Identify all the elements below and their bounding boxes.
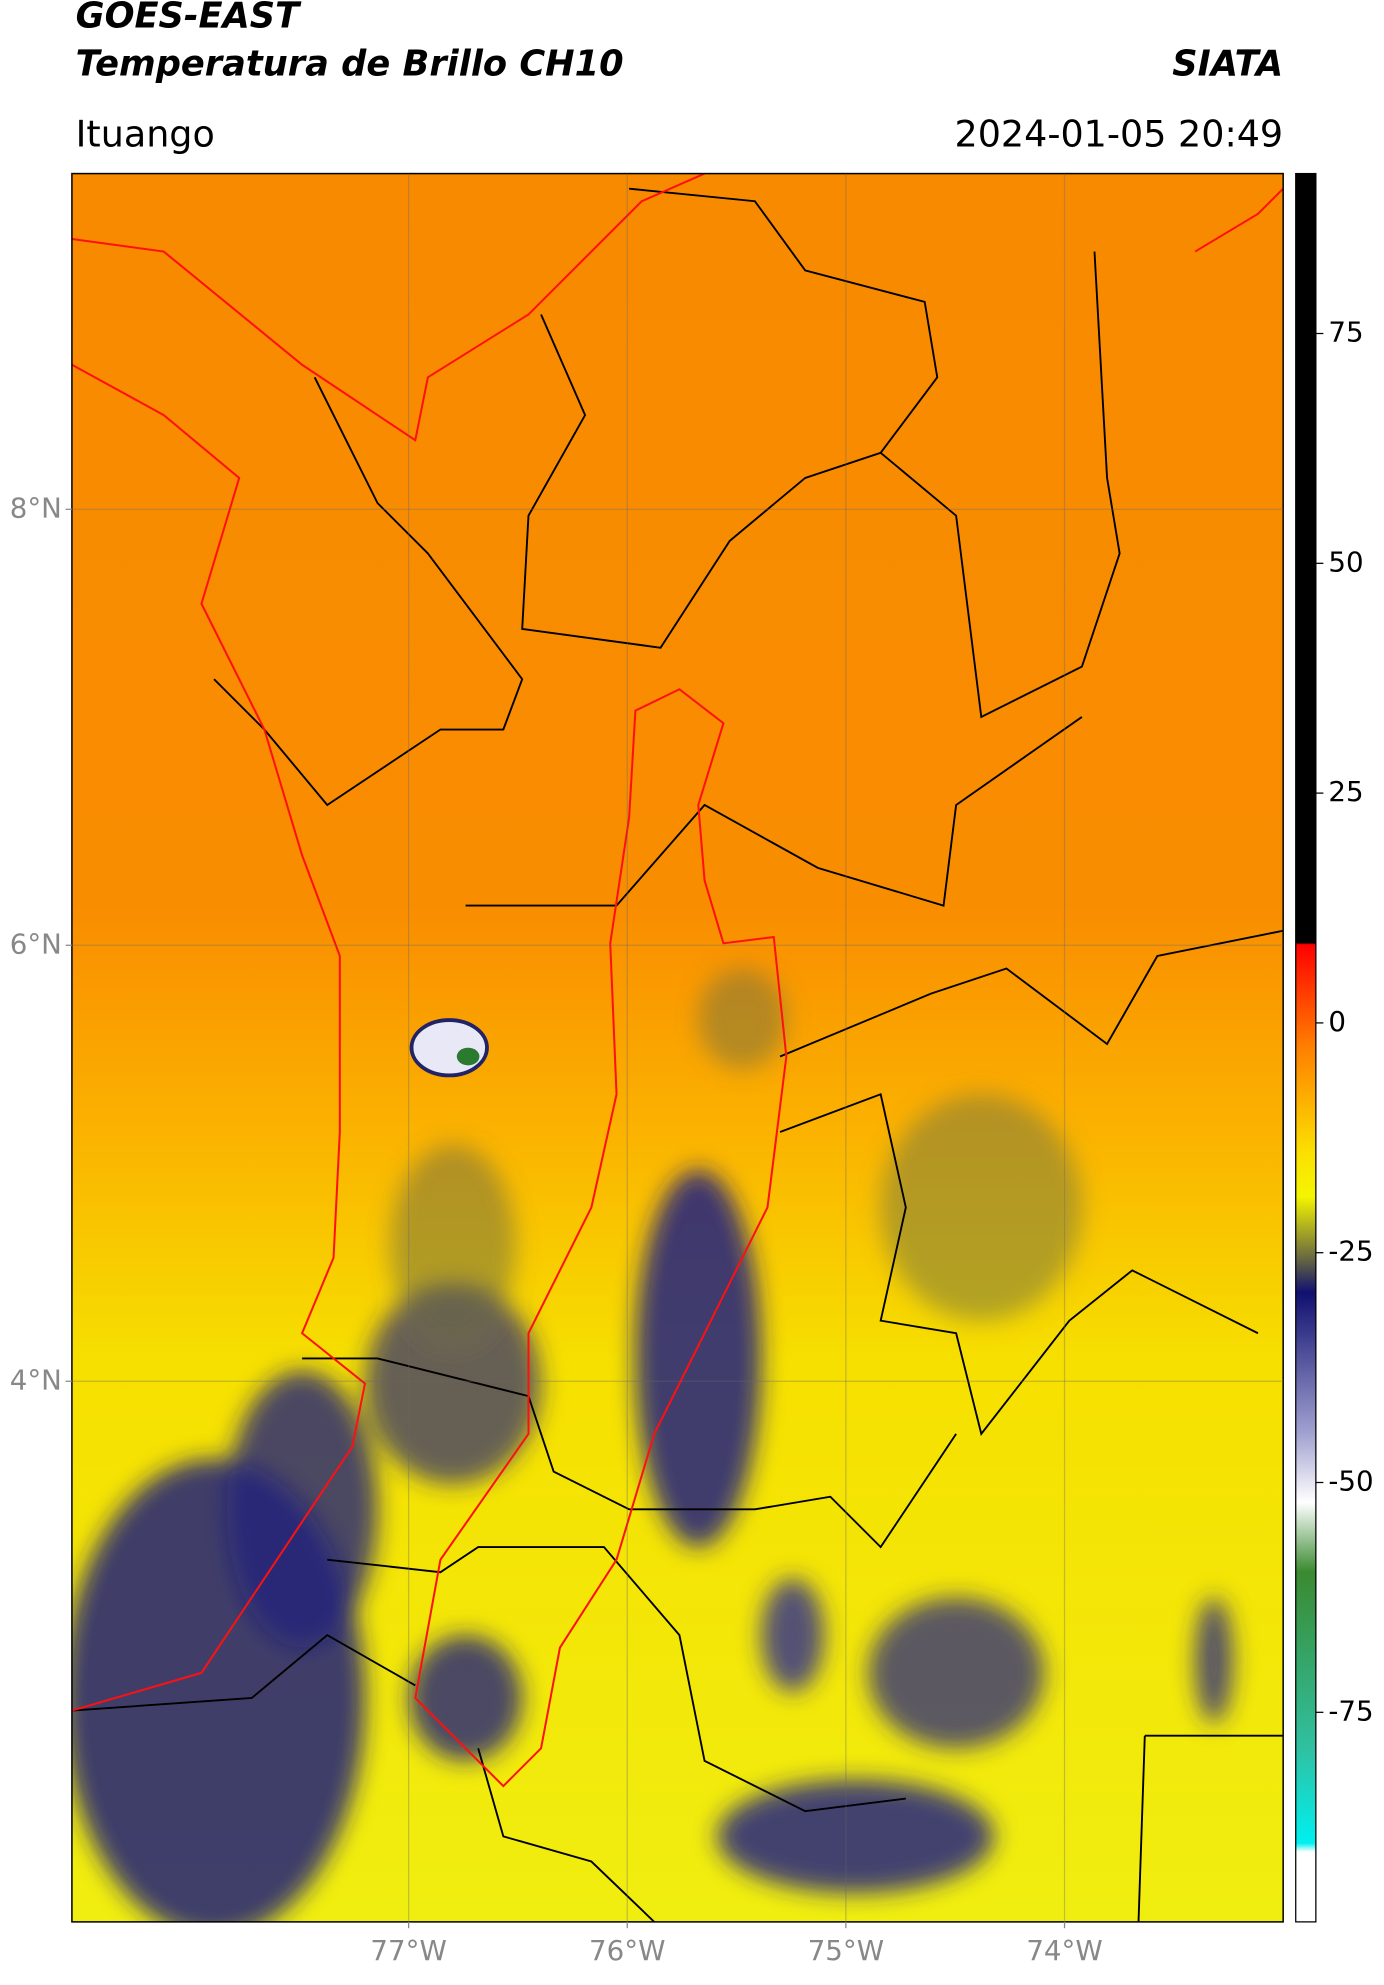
colorbar-tick-label: -75 (1328, 1694, 1373, 1727)
colorbar-tick-label: -25 (1328, 1235, 1373, 1268)
x-tick-label: 77°W (370, 1934, 446, 1967)
region-borders (71, 173, 1284, 1788)
source: SIATA (1172, 43, 1283, 84)
map-frame (71, 172, 1284, 1923)
datetime: 2024-01-05 20:49 (955, 112, 1284, 155)
cloud-field (71, 968, 1233, 1922)
colorbar-tick-label: 0 (1328, 1005, 1346, 1038)
colorbar-tick-label: 50 (1328, 545, 1363, 578)
y-tick-label: 6°N (10, 927, 62, 960)
x-tick-label: 76°W (589, 1934, 665, 1967)
x-tick-label: 75°W (808, 1934, 884, 1967)
y-tick-label: 4°N (10, 1363, 62, 1396)
location: Ituango (76, 112, 215, 155)
y-tick-label: 8°N (10, 491, 62, 524)
title: GOES-EAST (76, 0, 302, 37)
colorbar-tick-label: 25 (1328, 775, 1363, 808)
subtitle: Temperatura de Brillo CH10 (76, 43, 624, 84)
colorbar-tick-label: 75 (1328, 316, 1363, 349)
convective-core (456, 1047, 480, 1066)
convective-cell (409, 1018, 489, 1078)
colorbar-tick-label: -50 (1328, 1465, 1373, 1498)
x-tick-label: 74°W (1026, 1934, 1102, 1967)
map-image (71, 173, 1284, 1922)
colorbar (1295, 172, 1317, 1923)
